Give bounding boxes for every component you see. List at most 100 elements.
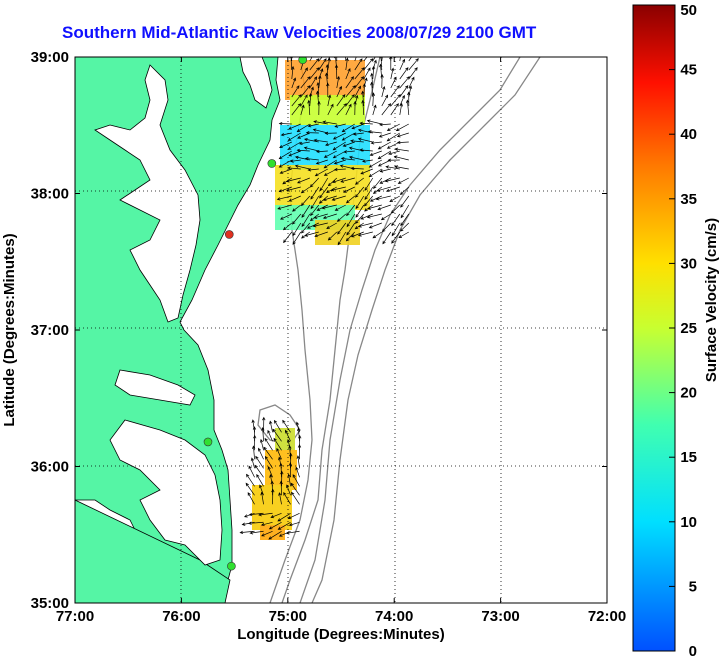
velocity-arrow (309, 58, 320, 71)
colorbar-tick-label: 20 (680, 385, 697, 402)
velocity-arrow (256, 473, 264, 487)
velocity-arrow (315, 90, 320, 107)
velocity-arrow (391, 222, 401, 237)
velocity-arrow (354, 85, 361, 98)
velocity-arrow (286, 484, 291, 496)
velocity-arrow (309, 67, 320, 80)
velocity-arrow (357, 222, 373, 228)
velocity-arrow (371, 65, 376, 80)
velocity-arrow (377, 204, 391, 211)
velocity-arrow (298, 141, 310, 146)
velocity-arrow (399, 57, 401, 62)
x-tick-label: 77:00 (56, 608, 94, 625)
velocity-arrow (277, 512, 291, 522)
velocity-arrow (273, 437, 282, 451)
velocity-arrow (387, 158, 400, 162)
velocity-arrow (346, 204, 356, 217)
velocity-arrow (278, 150, 292, 160)
velocity-arrow (389, 195, 400, 202)
velocity-arrow (333, 159, 346, 165)
velocity-arrow (307, 99, 311, 116)
velocity-arrow (360, 168, 373, 175)
velocity-arrow (337, 231, 347, 246)
velocity-arrow (373, 177, 383, 189)
velocity-arrow (309, 177, 320, 188)
land-south (75, 499, 231, 603)
station-marker (298, 57, 307, 65)
velocity-arrow (279, 168, 292, 174)
station-marker (227, 561, 236, 571)
velocity-arrow (248, 465, 255, 478)
velocity-arrow (278, 186, 292, 193)
velocity-arrow (399, 58, 406, 71)
velocity-arrow (336, 75, 341, 89)
x-tick-label: 72:00 (588, 608, 626, 625)
velocity-arrow (399, 76, 410, 89)
velocity-arrow (390, 67, 395, 80)
velocity-arrow (255, 455, 264, 469)
velocity-arrow (354, 76, 365, 89)
velocity-arrow (267, 429, 273, 442)
velocity-arrow (322, 213, 337, 220)
colorbar-tick-label: 5 (689, 578, 697, 595)
station-marker (267, 159, 277, 168)
velocity-arrow (362, 159, 373, 163)
velocity-arrow (363, 58, 374, 71)
velocity-arrow (345, 231, 356, 242)
velocity-arrow (300, 76, 311, 89)
radar-stations (203, 57, 307, 571)
colorbar-tick-label: 10 (680, 514, 697, 531)
velocity-arrow (254, 464, 264, 478)
velocity-arrow (268, 521, 282, 530)
chesapeake-bay (94, 64, 201, 323)
colorbar-tick-label: 40 (680, 126, 697, 143)
velocity-arrow (399, 85, 409, 98)
velocity-arrow (261, 530, 273, 537)
velocity-arrow (346, 213, 356, 228)
velocity-arrow (399, 222, 410, 232)
velocity-arrow (250, 457, 255, 469)
colorbar-tick-label: 50 (680, 2, 697, 19)
velocity-arrow (377, 159, 391, 167)
velocity-arrow (260, 521, 273, 527)
velocity-arrow (278, 492, 282, 505)
velocity-arrow (408, 85, 413, 98)
velocity-arrow (372, 104, 377, 116)
velocity-arrow (343, 186, 355, 193)
velocity-arrow (322, 195, 337, 201)
velocity-arrow (385, 186, 400, 193)
velocity-arrow (313, 120, 328, 125)
velocity-arrow (354, 67, 365, 80)
velocity-arrow (357, 137, 373, 143)
velocity-arrow (382, 231, 392, 245)
velocity-arrow (341, 123, 355, 133)
velocity-arrow (336, 85, 342, 98)
velocity-arrow (345, 76, 354, 89)
velocity-arrow (276, 447, 282, 460)
chart-title: Southern Mid-Atlantic Raw Velocities 200… (62, 23, 537, 42)
velocity-arrow (326, 222, 337, 229)
velocity-arrow (307, 123, 319, 128)
velocity-arrow (408, 76, 415, 89)
velocity-arrow (288, 123, 301, 130)
velocity-arrow (309, 57, 313, 62)
velocity-arrow (336, 213, 347, 222)
velocity-arrow (324, 131, 337, 135)
velocity-arrow (372, 57, 376, 62)
velocity-arrow (313, 138, 328, 143)
velocity-arrow (353, 100, 357, 116)
velocity-arrow (389, 57, 393, 71)
colorbar-tick-label: 45 (680, 62, 697, 79)
velocity-arrow (397, 177, 409, 184)
velocity-arrow (381, 103, 392, 116)
velocity-arrow (314, 168, 328, 177)
velocity-arrow (304, 157, 319, 161)
velocity-arrow (327, 177, 338, 187)
velocity-arrow (394, 165, 409, 170)
velocity-arrow (291, 94, 302, 107)
velocity-arrow (330, 186, 346, 192)
velocity-arrow (291, 57, 293, 62)
velocity-arrow (300, 67, 308, 80)
y-tick-label: 35:00 (31, 595, 69, 612)
